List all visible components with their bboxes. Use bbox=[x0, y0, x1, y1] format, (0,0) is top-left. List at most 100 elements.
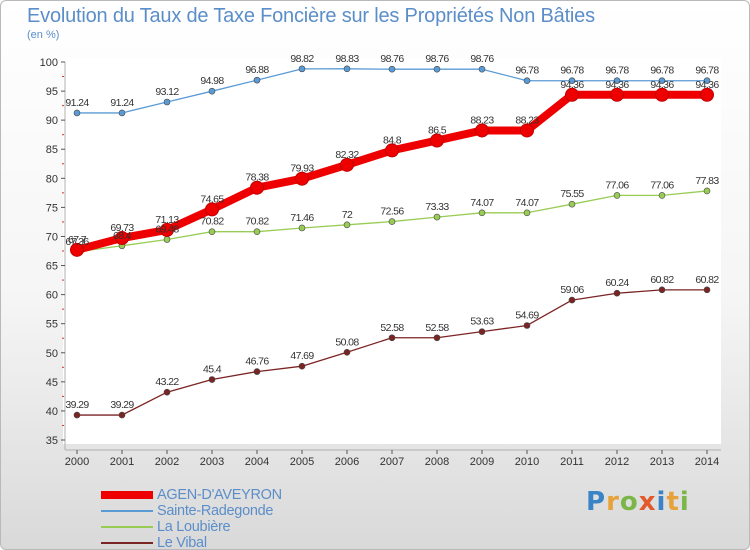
data-point bbox=[250, 180, 264, 195]
x-tick-label: 2011 bbox=[560, 456, 584, 468]
data-label: 98.76 bbox=[470, 53, 494, 65]
data-point bbox=[658, 77, 666, 85]
data-point bbox=[613, 192, 621, 199]
data-label: 69.73 bbox=[110, 222, 134, 234]
data-point bbox=[163, 98, 171, 106]
y-tick-label: 75 bbox=[46, 202, 58, 214]
data-point bbox=[703, 286, 711, 294]
data-point bbox=[163, 388, 171, 396]
y-tick-label: 60 bbox=[46, 290, 58, 302]
data-point bbox=[658, 192, 666, 199]
y-tick-label: 80 bbox=[46, 173, 58, 185]
data-point bbox=[295, 171, 309, 186]
data-point bbox=[613, 77, 621, 85]
legend-label: La Loubière bbox=[157, 519, 231, 535]
data-label: 39.29 bbox=[65, 399, 89, 411]
x-tick-label: 2005 bbox=[290, 456, 314, 468]
data-point bbox=[343, 65, 351, 73]
data-label: 67.36 bbox=[65, 236, 89, 248]
data-point bbox=[205, 202, 219, 217]
x-tick-label: 2004 bbox=[245, 456, 269, 468]
x-tick-label: 2000 bbox=[65, 456, 89, 468]
x-tick-label: 2003 bbox=[200, 456, 224, 468]
logo-letter: o bbox=[619, 487, 639, 517]
data-label: 75.55 bbox=[560, 188, 584, 200]
x-tick-label: 2013 bbox=[650, 456, 674, 468]
data-point bbox=[700, 87, 714, 102]
logo-letter: x bbox=[638, 487, 657, 517]
data-label: 84.8 bbox=[383, 134, 402, 146]
x-tick-label: 2014 bbox=[695, 456, 719, 468]
data-label: 86.5 bbox=[428, 125, 447, 137]
data-label: 77.83 bbox=[695, 175, 719, 187]
data-label: 74.07 bbox=[470, 197, 494, 209]
data-point bbox=[340, 157, 354, 172]
y-axis-unit: (en %) bbox=[27, 29, 60, 41]
x-tick-label: 2009 bbox=[470, 456, 494, 468]
data-point bbox=[253, 368, 261, 375]
data-point bbox=[565, 87, 579, 102]
x-tick-label: 2010 bbox=[515, 456, 539, 468]
data-point bbox=[73, 109, 81, 117]
y-tick-label: 100 bbox=[40, 57, 58, 69]
data-label: 71.46 bbox=[290, 212, 314, 224]
data-label: 59.06 bbox=[560, 284, 584, 296]
logo-letter: r bbox=[606, 487, 620, 517]
logo-letter: i bbox=[679, 487, 690, 517]
x-tick-label: 2006 bbox=[335, 456, 359, 468]
data-point bbox=[253, 76, 261, 84]
x-tick-label: 2012 bbox=[605, 456, 629, 468]
data-point bbox=[523, 209, 531, 217]
legend-swatch bbox=[101, 542, 153, 544]
legend-label: AGEN-D'AVEYRON bbox=[157, 487, 282, 503]
data-point bbox=[703, 77, 711, 85]
data-point bbox=[388, 218, 396, 225]
data-point bbox=[520, 123, 534, 138]
y-tick-label: 40 bbox=[46, 406, 58, 418]
data-label: 98.76 bbox=[425, 53, 449, 65]
data-label: 98.82 bbox=[290, 53, 314, 65]
data-label: 46.76 bbox=[245, 356, 269, 368]
data-point bbox=[433, 334, 441, 342]
data-label: 73.33 bbox=[425, 201, 449, 213]
data-label: 52.58 bbox=[425, 322, 449, 334]
data-label: 39.29 bbox=[110, 399, 134, 411]
legend-swatch bbox=[101, 491, 153, 499]
data-label: 91.24 bbox=[65, 97, 89, 109]
data-label: 79.93 bbox=[290, 163, 314, 175]
y-tick-label: 85 bbox=[46, 144, 58, 156]
data-label: 60.82 bbox=[695, 274, 719, 286]
data-point bbox=[523, 77, 531, 85]
data-point bbox=[433, 65, 441, 73]
data-point bbox=[118, 411, 126, 419]
data-label: 70.82 bbox=[200, 216, 224, 228]
data-label: 94.36 bbox=[605, 79, 629, 91]
proxiti-logo: Proxiti bbox=[586, 487, 690, 517]
data-label: 71.13 bbox=[155, 214, 179, 226]
logo-letter: t bbox=[666, 487, 680, 517]
legend-swatch bbox=[101, 526, 153, 528]
x-tick-label: 2008 bbox=[425, 456, 449, 468]
logo-letter: i bbox=[656, 487, 667, 517]
data-label: 93.12 bbox=[155, 86, 179, 98]
data-label: 60.82 bbox=[650, 274, 674, 286]
y-tick-label: 70 bbox=[46, 231, 58, 243]
legend-item: AGEN-D'AVEYRON bbox=[101, 487, 341, 503]
data-point bbox=[253, 228, 261, 235]
data-label: 77.06 bbox=[650, 179, 674, 191]
data-label: 96.78 bbox=[605, 65, 629, 77]
data-point bbox=[475, 123, 489, 138]
data-point bbox=[115, 231, 129, 246]
data-point bbox=[73, 411, 81, 419]
data-point bbox=[655, 87, 669, 102]
data-label: 96.78 bbox=[650, 65, 674, 77]
data-label: 88.23 bbox=[515, 114, 539, 126]
legend-swatch bbox=[101, 510, 153, 512]
data-label: 77.06 bbox=[605, 179, 629, 191]
data-point bbox=[385, 143, 399, 158]
legend: AGEN-D'AVEYRON Sainte-Radegonde La Loubièr… bbox=[101, 487, 341, 549]
data-label: 96.78 bbox=[560, 65, 584, 77]
data-label: 94.36 bbox=[695, 79, 719, 91]
data-label: 74.65 bbox=[200, 193, 224, 205]
